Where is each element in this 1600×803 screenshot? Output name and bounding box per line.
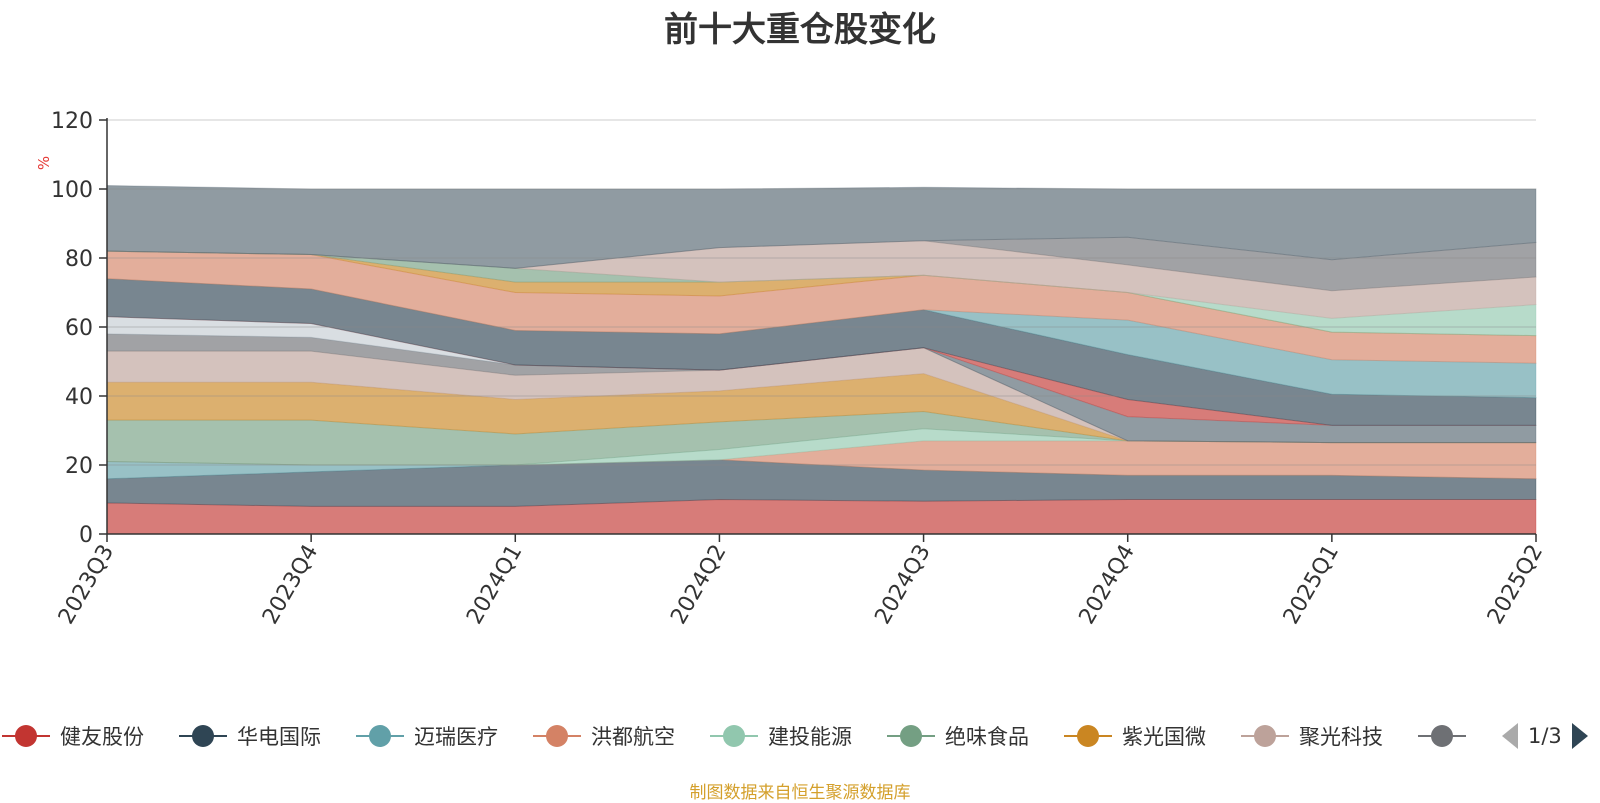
x-tick-label-6: 2025Q1 [1279, 541, 1344, 629]
x-tick-label-4: 2024Q3 [870, 541, 935, 629]
legend-item-5[interactable]: 绝味食品 [885, 716, 1029, 756]
y-tick-label-5: 100 [51, 178, 93, 203]
legend-marker-icon [356, 725, 404, 747]
legend-marker-icon [710, 725, 758, 747]
area-series-3 [106, 440, 1537, 480]
legend-label: 迈瑞医疗 [414, 725, 498, 749]
legend-label: 聚光科技 [1299, 725, 1383, 749]
legend-marker-icon [1064, 725, 1112, 747]
next-page-icon[interactable] [1570, 721, 1590, 751]
chart-legend: 健友股份 华电国际 迈瑞医疗 洪都航空 建投能源 绝味食品 紫光国微 聚光科技 [0, 716, 1600, 756]
x-tick-label-0: 2023Q3 [54, 541, 119, 629]
area-series-1 [106, 459, 1537, 507]
legend-marker-icon [1418, 725, 1466, 747]
y-tick-label-2: 40 [65, 385, 93, 410]
legend-item-0[interactable]: 健友股份 [0, 716, 144, 756]
legend-item-3[interactable]: 洪都航空 [531, 716, 675, 756]
legend-item-2[interactable]: 迈瑞医疗 [354, 716, 498, 756]
y-tick-label-4: 80 [65, 247, 93, 272]
data-source-note: 制图数据来自恒生聚源数据库 [689, 783, 911, 803]
legend-marker-icon [1241, 725, 1289, 747]
legend-label: 紫光国微 [1122, 725, 1206, 749]
legend-label: 华电国际 [237, 725, 321, 749]
area-series-2 [106, 459, 1537, 480]
legend-item-4[interactable]: 建投能源 [708, 716, 852, 756]
chart-title: 前十大重仓股变化 [664, 10, 936, 50]
area-series-14 [106, 250, 1537, 364]
area-series-4 [106, 428, 1536, 466]
legend-marker-icon [533, 725, 581, 747]
legend-label: 绝味食品 [945, 725, 1029, 749]
x-tick-label-3: 2024Q2 [666, 541, 731, 629]
legend-label: 健友股份 [60, 725, 144, 749]
x-tick-label-7: 2025Q2 [1483, 541, 1548, 629]
y-tick-label-3: 60 [65, 316, 93, 341]
legend-label: 洪都航空 [591, 725, 675, 749]
y-axis-unit-label: % [35, 156, 53, 170]
x-tick-label-1: 2023Q4 [258, 541, 323, 629]
legend-marker-icon [2, 725, 50, 747]
y-tick-label-0: 0 [79, 523, 93, 548]
y-tick-label-1: 20 [65, 454, 93, 479]
legend-page-indicator: 1/3 [1528, 724, 1562, 748]
legend-item-6[interactable]: 紫光国微 [1062, 716, 1206, 756]
area-series-18 [106, 240, 1537, 319]
area-series-19 [106, 236, 1537, 292]
legend-item-7[interactable]: 聚光科技 [1239, 716, 1383, 756]
legend-pager: 1/3 [1500, 719, 1590, 753]
x-tick-label-5: 2024Q4 [1075, 541, 1140, 629]
legend-item-1[interactable]: 华电国际 [177, 716, 321, 756]
legend-marker-icon [179, 725, 227, 747]
legend-marker-icon [887, 725, 935, 747]
stacked-area-chart: 0 20 40 60 80 100 120% 2023Q3 2023Q4 2024Q1 2024Q2… [35, 109, 1548, 629]
prev-page-icon[interactable] [1500, 721, 1520, 751]
legend-label: 建投能源 [768, 725, 852, 749]
area-series-20 [106, 185, 1537, 269]
area-series-11 [106, 316, 1536, 426]
y-tick-label-6: 120 [51, 109, 93, 134]
x-tick-label-2: 2024Q1 [462, 541, 527, 629]
legend-item-8[interactable] [1416, 716, 1476, 756]
